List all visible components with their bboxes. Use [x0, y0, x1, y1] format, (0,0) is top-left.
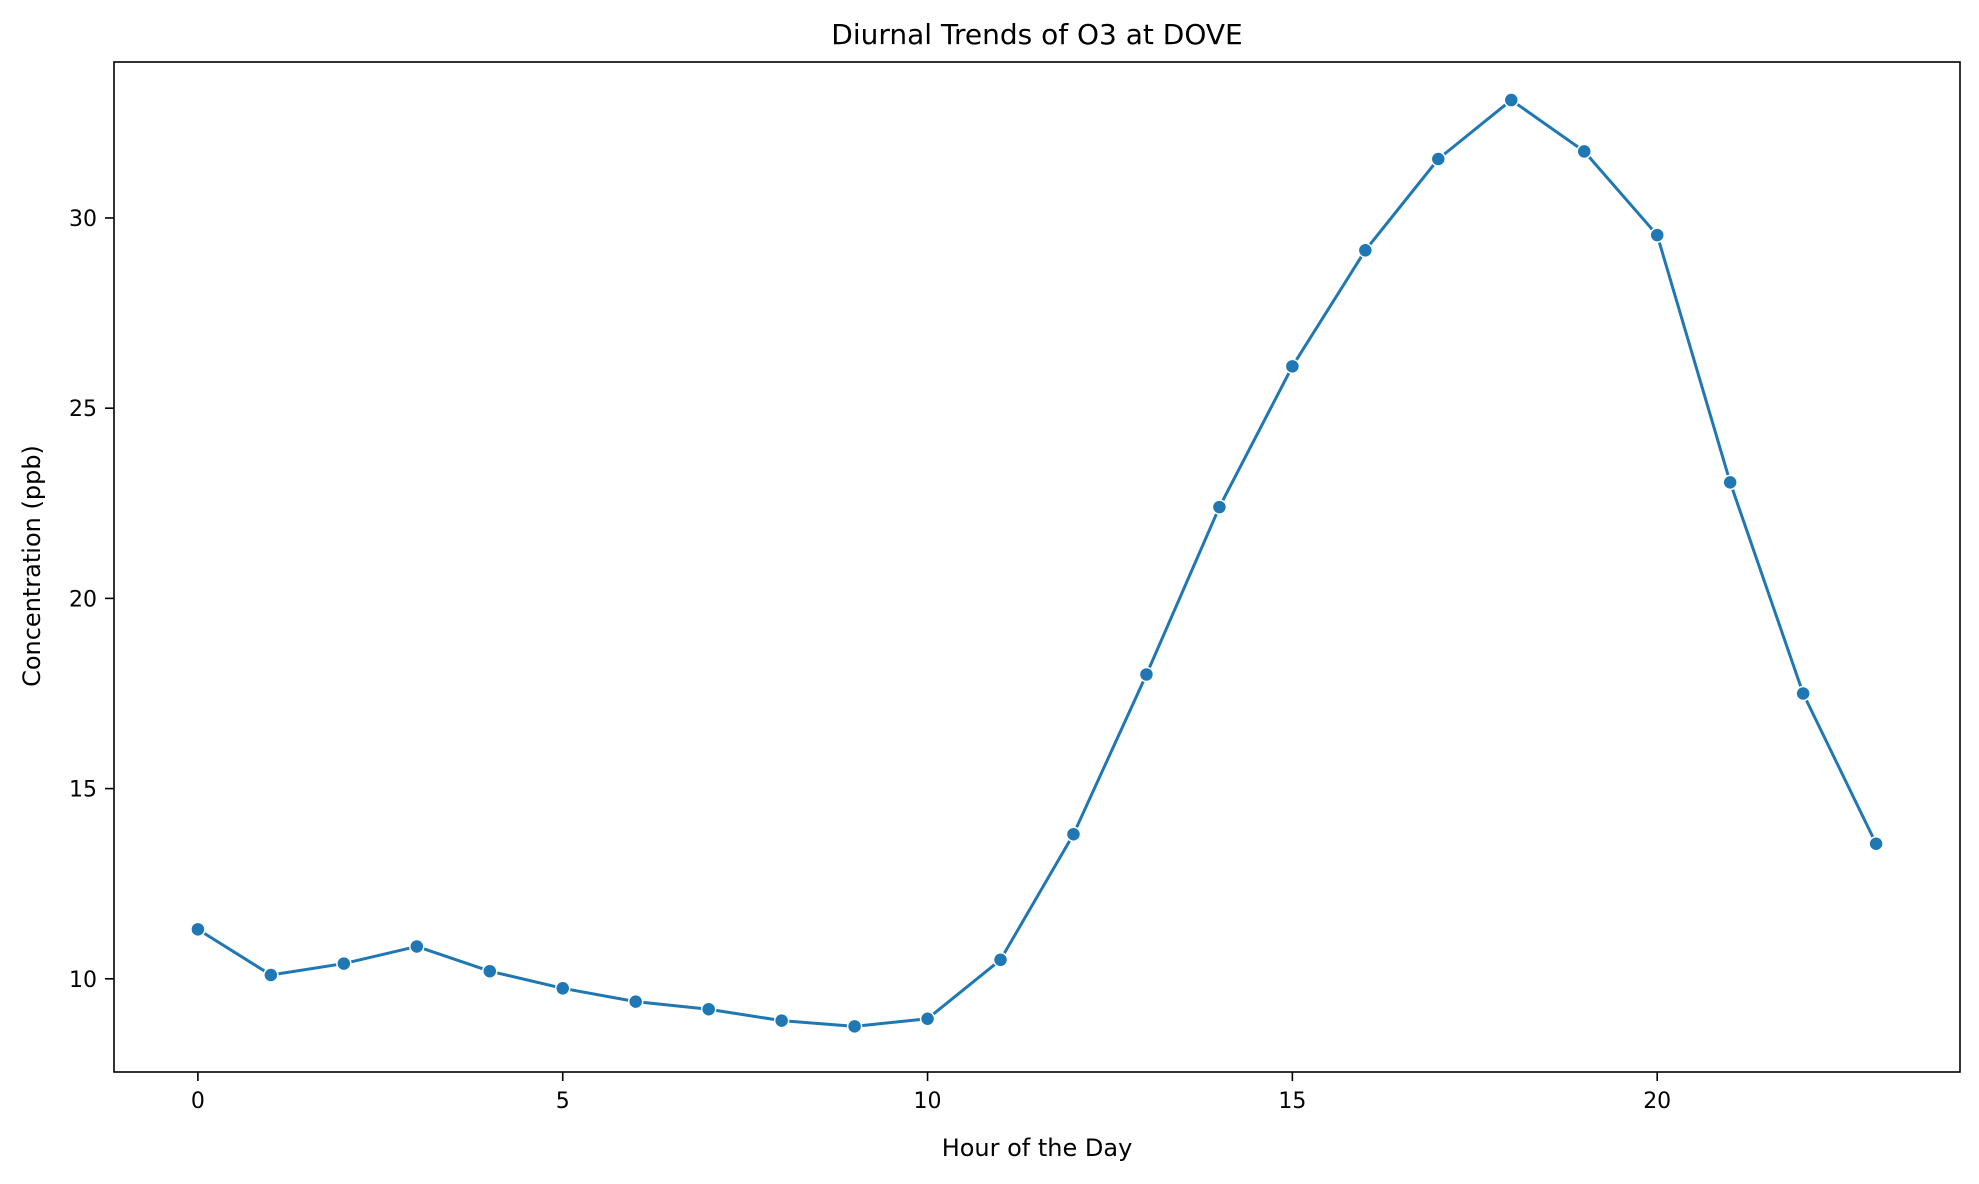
data-point: [1284, 358, 1301, 375]
data-point: [846, 1018, 863, 1035]
data-point: [1357, 242, 1374, 259]
plot-frame: [113, 61, 1961, 1073]
x-tick-label: 20: [1643, 1089, 1671, 1114]
x-tick-label: 0: [191, 1089, 205, 1114]
y-axis-label: Concentration (ppb): [18, 445, 46, 687]
data-point: [1868, 836, 1884, 852]
y-tick-label: 10: [69, 968, 97, 993]
data-point: [700, 1001, 717, 1017]
x-tick-label: 5: [556, 1089, 570, 1114]
data-point: [409, 938, 425, 955]
data-point: [627, 993, 644, 1010]
x-tick-label: 15: [1278, 1089, 1306, 1114]
y-tick-label: 20: [69, 587, 97, 612]
data-point: [1649, 227, 1665, 243]
axis-ticks: 0 5 10 15 20 10 15 20 25 30: [69, 207, 1671, 1114]
data-point: [482, 963, 498, 979]
data-point: [1795, 685, 1811, 702]
chart-title: Diurnal Trends of O3 at DOVE: [831, 18, 1242, 51]
data-point: [1503, 92, 1520, 108]
data-point: [1722, 474, 1738, 491]
x-axis-label: Hour of the Day: [942, 1134, 1133, 1162]
series-line: [196, 98, 1878, 1028]
data-point: [263, 967, 279, 983]
data-point: [1211, 499, 1228, 515]
y-tick-label: 25: [69, 397, 97, 422]
y-tick-label: 30: [69, 207, 97, 232]
data-point: [1430, 151, 1447, 167]
axes: [113, 61, 1961, 1073]
data-point: [554, 980, 571, 997]
data-point: [919, 1010, 936, 1027]
data-point: [1576, 143, 1592, 160]
data-point: [190, 921, 206, 938]
data-point: [773, 1012, 790, 1029]
data-series: [190, 92, 1884, 1035]
y-tick-label: 15: [69, 778, 97, 803]
data-point: [336, 955, 352, 972]
data-point: [1138, 666, 1155, 683]
data-point: [1065, 826, 1082, 842]
x-tick-label: 10: [914, 1089, 942, 1114]
data-point: [992, 952, 1009, 968]
